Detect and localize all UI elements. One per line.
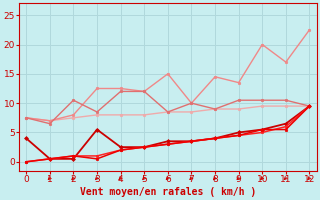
- X-axis label: Vent moyen/en rafales ( km/h ): Vent moyen/en rafales ( km/h ): [80, 187, 256, 197]
